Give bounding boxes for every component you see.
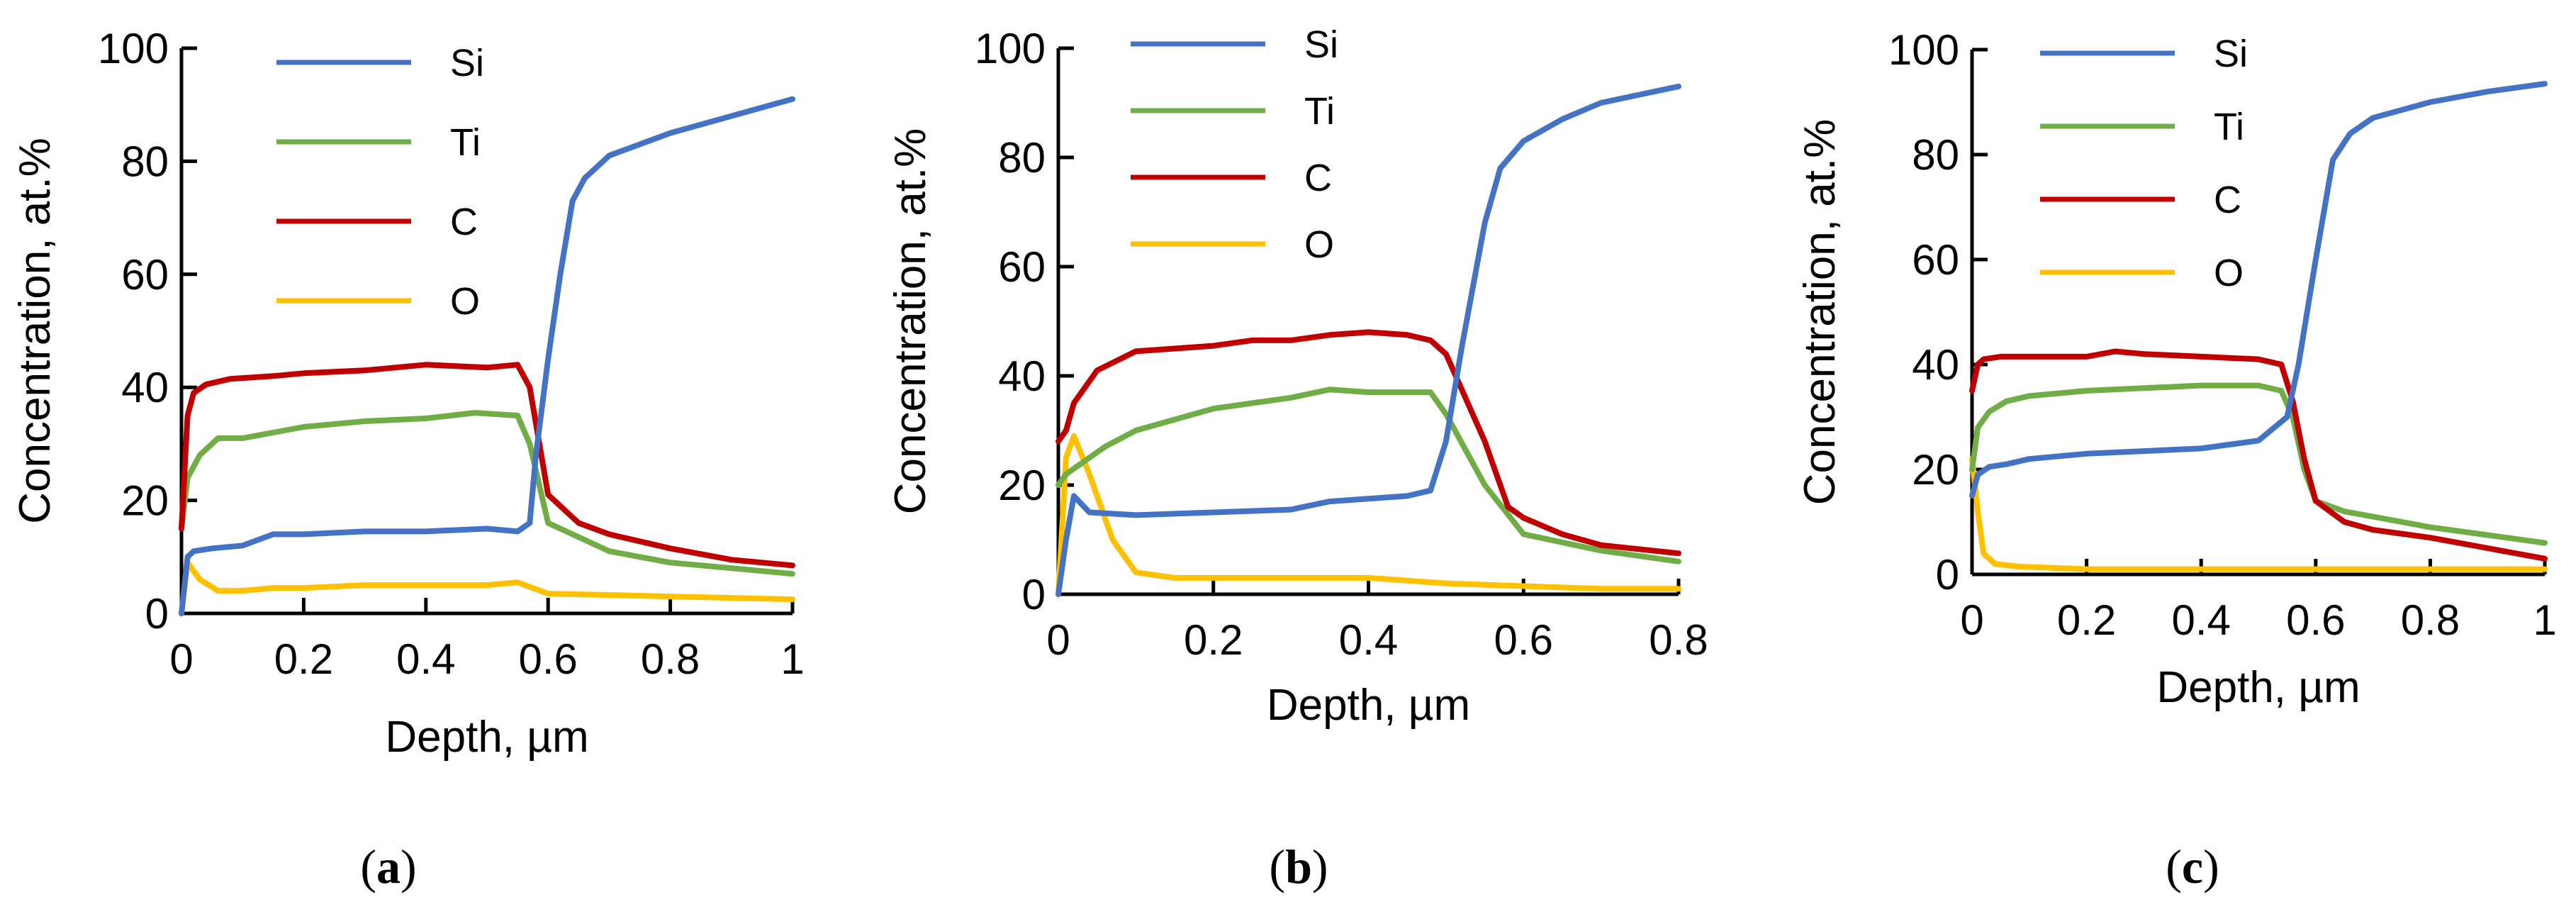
x-tick-label: 0 [1046, 616, 1070, 664]
x-tick-label: 0.4 [2171, 596, 2230, 644]
chart-panel-a: 0 20 40 60 80 100 0 0.2 0.4 0.6 0.8 1 Depth, µm Conce… [11, 25, 805, 894]
legend-label-si: Si [2214, 33, 2248, 75]
x-tick-label: 0.6 [518, 635, 577, 683]
y-tick-label: 20 [121, 477, 169, 525]
y-tick-label: 60 [121, 251, 169, 299]
x-axis-label: Depth, µm [385, 713, 588, 762]
series-line-si [1969, 81, 2548, 499]
y-axis-label: Concentration, at.% [886, 128, 935, 515]
y-tick-label: 20 [1912, 446, 1959, 494]
series-line-ti [179, 410, 795, 577]
x-tick-label: 0 [169, 635, 193, 683]
y-tick-label: 40 [1912, 341, 1959, 389]
legend-label-ti: Ti [450, 121, 481, 164]
chart-panel-c: 0 20 40 60 80 100 0 0.2 0.4 0.6 0.8 1 Depth, µm Conce… [1796, 26, 2557, 894]
y-tick-label: 0 [145, 590, 169, 638]
y-tick-label: 20 [998, 462, 1046, 509]
legend-label-si: Si [1304, 23, 1338, 66]
legend-label-o: O [1304, 223, 1334, 266]
legend-label-o: O [450, 280, 480, 323]
legend-label-c: C [1304, 157, 1332, 199]
x-tick-label: 0.2 [2057, 596, 2116, 644]
y-tick-label: 80 [998, 134, 1046, 182]
x-tick-label: 0.2 [274, 635, 333, 683]
legend-label-ti: Ti [2214, 106, 2244, 148]
y-tick-label: 80 [121, 138, 169, 185]
y-axis-label: Concentration, at.% [11, 138, 60, 524]
legend-label-si: Si [450, 42, 484, 84]
x-tick-label: 1 [2533, 596, 2556, 644]
series-line-c [1969, 348, 2548, 562]
series-line-c [179, 362, 795, 569]
legend-label-c: C [450, 201, 478, 243]
y-tick-label: 100 [1888, 26, 1959, 74]
y-tick-label: 0 [1022, 571, 1046, 618]
x-tick-label: 0.6 [1494, 616, 1553, 664]
legend-label-ti: Ti [1304, 90, 1335, 133]
x-axis-label: Depth, µm [2156, 663, 2360, 712]
x-axis-label: Depth, µm [1267, 681, 1470, 730]
x-tick-label: 0.4 [1339, 616, 1398, 664]
y-tick-label: 40 [998, 352, 1046, 400]
y-tick-label: 60 [1912, 236, 1959, 284]
chart-panel-b: 0 20 40 60 80 100 0 0.2 0.4 0.6 0.8 Depth, µm Concen… [886, 23, 1708, 894]
x-tick-label: 0.8 [2401, 596, 2460, 644]
panel-label-a: (a) [360, 840, 416, 894]
panel-label-c: (c) [2166, 840, 2219, 894]
series-line-o [1969, 456, 2548, 572]
series-line-c [1055, 329, 1681, 557]
y-axis-label: Concentration, at.% [1796, 119, 1844, 506]
x-tick-label: 0.4 [396, 635, 455, 683]
y-tick-label: 0 [1936, 551, 1959, 599]
series-line-ti [1055, 386, 1681, 564]
x-tick-label: 0.2 [1184, 616, 1243, 664]
x-tick-label: 0.8 [1649, 616, 1708, 664]
y-tick-label: 100 [975, 25, 1046, 72]
x-tick-label: 0 [1960, 596, 1983, 644]
x-tick-label: 0.8 [641, 635, 700, 683]
legend-label-c: C [2214, 179, 2241, 221]
x-tick-label: 1 [780, 635, 804, 683]
series-line-o [179, 560, 795, 616]
series-line-si [179, 96, 795, 616]
y-tick-label: 40 [121, 364, 169, 411]
panel-label-b: (b) [1269, 840, 1328, 894]
y-tick-label: 100 [98, 25, 169, 72]
x-tick-label: 0.6 [2286, 596, 2345, 644]
y-tick-label: 80 [1912, 131, 1959, 179]
series-line-o [1055, 433, 1681, 597]
series-line-ti [1969, 382, 2548, 546]
series-line-si [1055, 83, 1681, 597]
legend-label-o: O [2214, 252, 2244, 294]
y-tick-label: 60 [998, 243, 1046, 291]
